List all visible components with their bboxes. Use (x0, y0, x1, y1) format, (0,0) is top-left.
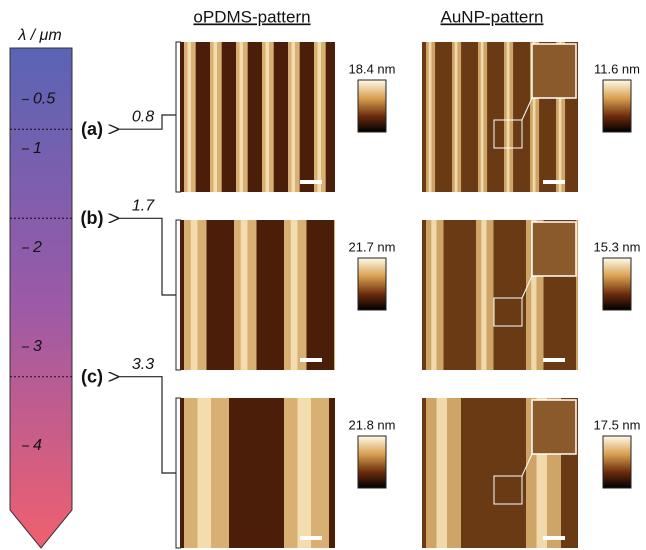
afm-stripe-core (455, 42, 458, 192)
scale-bar (543, 536, 565, 540)
afm-stripe-core (240, 42, 244, 192)
afm-stripe-core (266, 42, 270, 192)
color-bar (358, 436, 386, 488)
color-bar (603, 258, 631, 310)
axis-title: λ / μm (17, 27, 61, 44)
afm-stripe-core (481, 42, 484, 192)
afm-stripe-core (214, 42, 218, 192)
color-scale-label: 21.8 nm (349, 417, 396, 432)
connector (118, 218, 176, 295)
afm-stripe-core (429, 42, 432, 192)
afm-stripe-core (292, 42, 296, 192)
row-label: (c) (81, 366, 103, 386)
column-header: AuNP-pattern (441, 7, 544, 26)
color-scale-label: 21.7 nm (349, 239, 396, 254)
wavelength-bar (10, 48, 72, 548)
connector (118, 377, 176, 473)
color-scale-label: 17.5 nm (594, 417, 641, 432)
color-bar (603, 80, 631, 132)
figure: λ / μm oPDMS-pattern AuNP-pattern 0.5 1 2 3… (0, 0, 646, 550)
afm-stripe-core (481, 220, 486, 370)
color-scale-label: 15.3 nm (594, 239, 641, 254)
afm-stripe-core (291, 220, 298, 370)
period-value: 3.3 (132, 356, 154, 373)
column-header: oPDMS-pattern (193, 7, 310, 26)
tick-label: 2 (32, 239, 42, 256)
scale-bar (543, 180, 565, 184)
zoom-inset (532, 44, 576, 98)
afm-stripe-core (298, 398, 312, 548)
color-bar (603, 436, 631, 488)
afm-image (180, 42, 335, 192)
period-value: 0.8 (132, 108, 154, 125)
afm-stripe-core (241, 220, 248, 370)
zoom-inset (532, 400, 576, 454)
afm-stripe-core (191, 220, 198, 370)
tick-label: 4 (33, 437, 42, 454)
row-label: (b) (81, 208, 104, 228)
row-label: (a) (81, 119, 103, 139)
afm-stripe-core (318, 42, 322, 192)
scale-bar (300, 358, 322, 362)
tick-label: 0.5 (33, 91, 55, 108)
color-scale-label: 18.4 nm (349, 61, 396, 76)
panels: 0.5 1 2 3 4 (a) 0.8 18.4 nm 11.6 nm (b) 1.7 21.7 nm… (10, 42, 640, 548)
afm-stripe-core (431, 220, 436, 370)
afm-stripe-core (507, 42, 510, 192)
tick-label: 3 (33, 338, 42, 355)
color-bar (358, 80, 386, 132)
period-value: 1.7 (132, 198, 155, 215)
afm-stripe-core (188, 42, 192, 192)
afm-stripe (334, 220, 335, 370)
tick-label: 1 (33, 140, 42, 157)
scale-bar (300, 536, 322, 540)
afm-stripe-core (198, 398, 212, 548)
scale-bar (300, 180, 322, 184)
color-scale-label: 11.6 nm (594, 61, 640, 76)
color-bar (358, 258, 386, 310)
zoom-inset (532, 222, 576, 276)
scale-bar (543, 358, 565, 362)
afm-stripe-core (437, 398, 448, 548)
